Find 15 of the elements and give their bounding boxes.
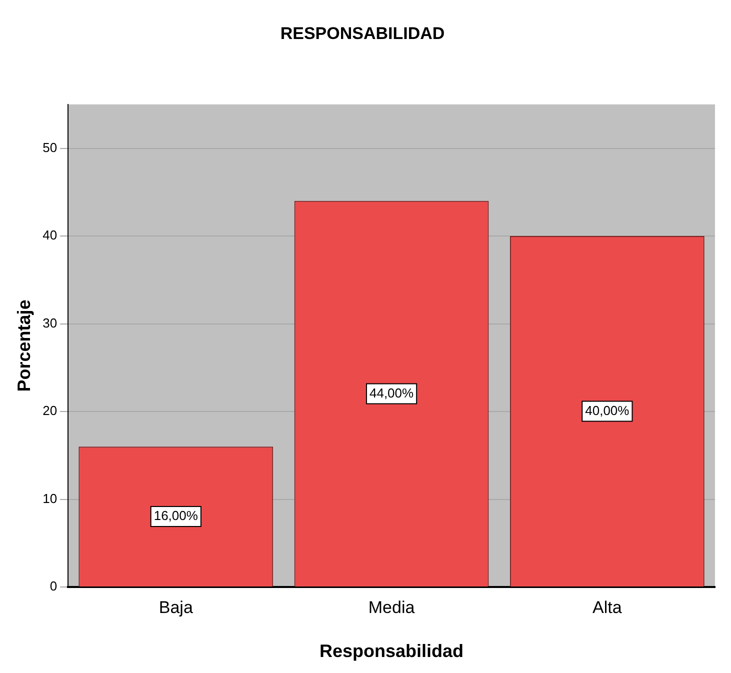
- x-axis-title: Responsabilidad: [320, 641, 464, 662]
- x-tick-label: Media: [368, 598, 416, 617]
- data-label: 40,00%: [585, 402, 630, 418]
- chart-title: RESPONSABILIDAD: [280, 24, 445, 43]
- data-label: 16,00%: [154, 508, 198, 524]
- y-axis-title: Porcentaje: [14, 300, 34, 392]
- y-tick-label: 0: [50, 578, 58, 594]
- y-tick-label: 20: [42, 403, 58, 418]
- x-tick-label: Alta: [592, 598, 622, 617]
- y-tick-label: 10: [42, 490, 58, 506]
- y-tick-label: 40: [42, 228, 58, 243]
- y-tick-label: 50: [42, 140, 58, 155]
- data-label: 44,00%: [369, 385, 414, 400]
- y-tick-label: 30: [42, 315, 58, 330]
- x-tick-label: Baja: [158, 598, 194, 617]
